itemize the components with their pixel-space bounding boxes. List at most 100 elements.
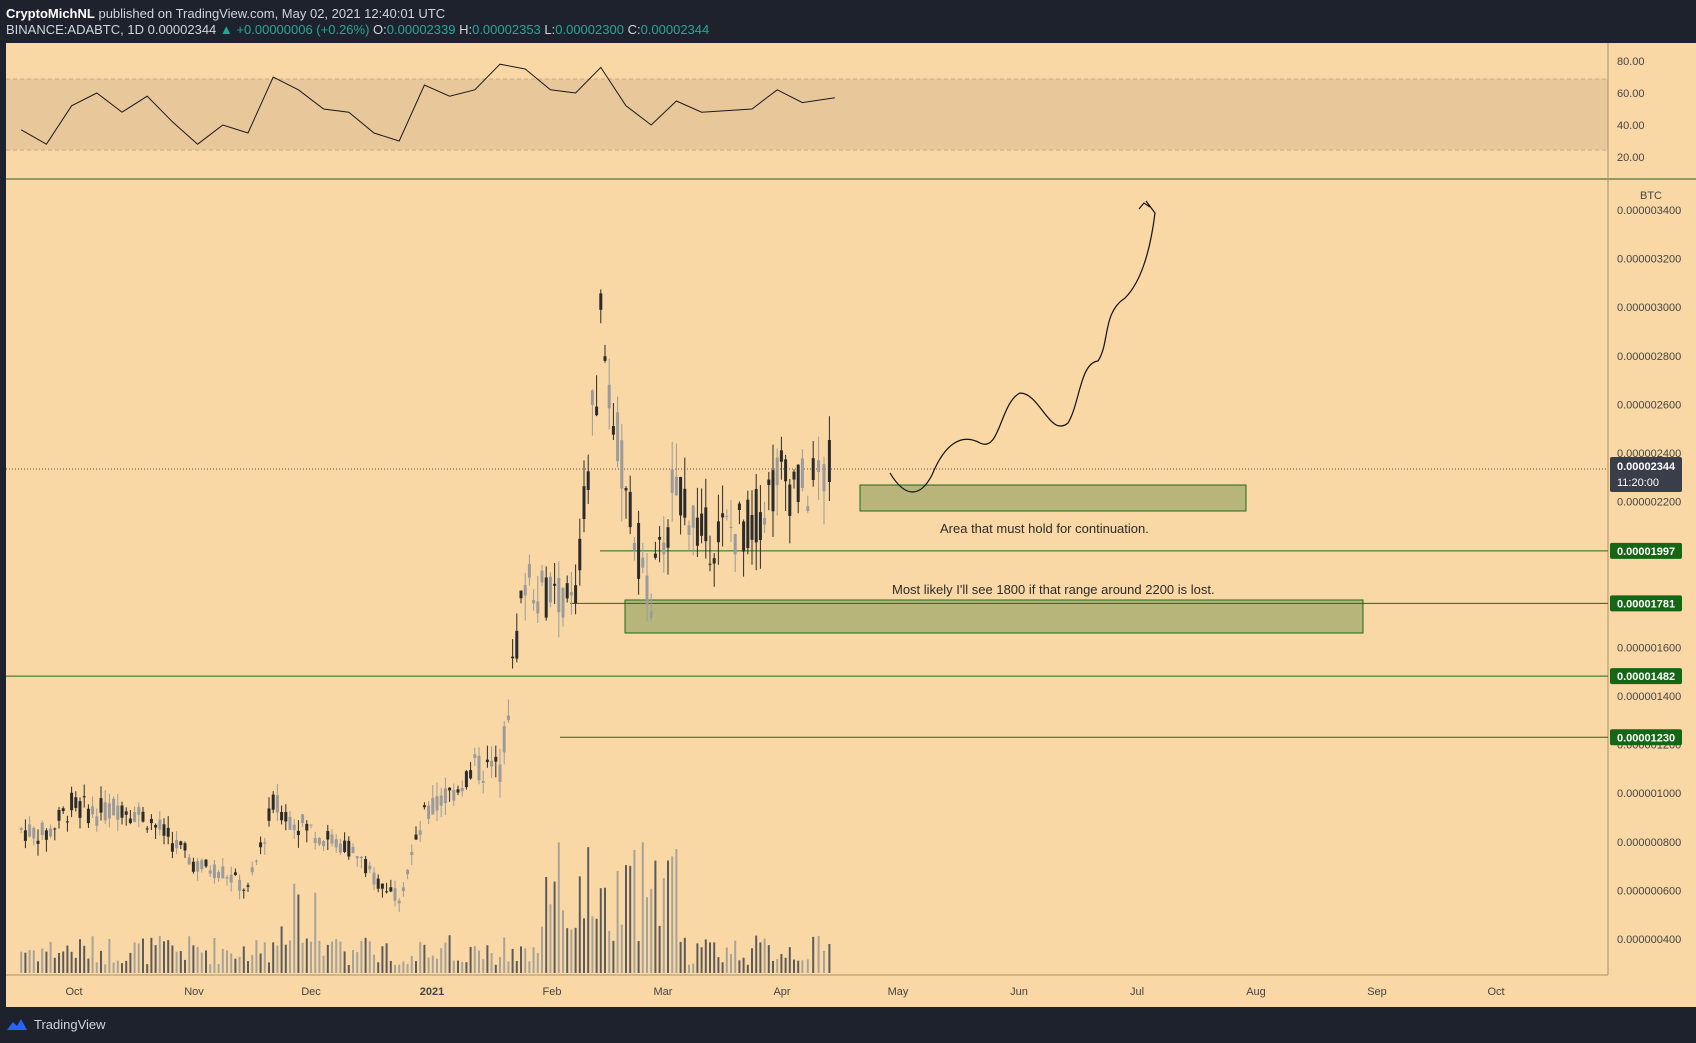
candle-body (343, 840, 347, 852)
horizontal-levels (6, 550, 1608, 738)
candle-body (91, 806, 95, 815)
candle-body (259, 842, 263, 848)
time-tick-label: Oct (65, 986, 82, 998)
volume-bar (797, 960, 800, 973)
symbol-label[interactable]: BINANCE:ADABTC, 1D (6, 22, 144, 37)
candle-body (758, 512, 762, 541)
candle-body (822, 464, 826, 492)
volume-bar (482, 959, 485, 973)
support-zone-2200[interactable] (859, 484, 1247, 512)
candle-body (649, 611, 653, 618)
volume-bar (339, 941, 342, 973)
candle-body (380, 883, 384, 889)
volume-bar (163, 941, 165, 973)
candle-body (616, 412, 620, 462)
volume-bar (817, 935, 820, 973)
candle-body (124, 811, 128, 815)
volume-bar (574, 927, 577, 973)
candle-body (721, 513, 725, 518)
change-value: +0.00000006 (+0.26%) (236, 22, 370, 37)
candle-body (422, 805, 426, 808)
volume-bar (100, 950, 102, 973)
projection-path[interactable] (889, 200, 1156, 493)
volume-bar (259, 953, 262, 973)
volume-bar (541, 926, 543, 973)
tradingview-logo-icon[interactable] (6, 1017, 28, 1031)
candle-body (418, 830, 422, 835)
brand-name[interactable]: TradingView (34, 1017, 106, 1032)
volume-bar (772, 960, 774, 973)
candle-body (645, 575, 649, 605)
candle-body (191, 861, 195, 872)
rsi-tick-label: 40.00 (1617, 120, 1645, 132)
candle-body (792, 471, 796, 480)
rsi-tick-label: 80.00 (1617, 56, 1645, 68)
price-tick-label: 0.000001600 (1617, 642, 1681, 654)
volume-bar (793, 959, 795, 973)
candle-body (271, 794, 275, 810)
candle-body (229, 875, 233, 883)
volume-bars (20, 842, 831, 973)
chart-canvas[interactable]: 80.00 60.00 40.00 20.00 Area that must hold… (0, 43, 1696, 1007)
volume-bar (641, 842, 644, 973)
level-tag-label: 0.00001997 (1617, 546, 1675, 558)
candle-body (683, 488, 687, 518)
support-zone-1800[interactable] (624, 599, 1364, 634)
candle-body (187, 857, 191, 865)
candle-body (490, 760, 494, 767)
volume-bar (806, 959, 809, 973)
volume-bar (314, 892, 317, 973)
time-tick-label: Mar (654, 986, 673, 998)
candle-body (317, 838, 321, 845)
volume-bar (28, 950, 31, 973)
volume-bar (154, 945, 157, 973)
volume-bar (667, 860, 669, 973)
volume-bar (469, 946, 472, 973)
time-axis[interactable]: Oct Nov Dec 2021 Feb Mar Apr May Jun Jul Aug Sep Oct (65, 986, 1504, 998)
volume-bar (347, 964, 350, 973)
volume-bar (423, 944, 426, 973)
candle-body (385, 891, 389, 893)
volume-bar (217, 964, 220, 973)
volume-bar (184, 959, 186, 973)
published-text: published on TradingView.com, May 02, 20… (98, 6, 446, 21)
candle-body (36, 840, 40, 844)
volume-bar (524, 948, 527, 973)
candle-body (334, 839, 338, 848)
volume-bar (675, 849, 678, 973)
volume-bar (465, 962, 468, 973)
volume-bar (331, 941, 333, 973)
volume-bar (767, 945, 770, 973)
candle-body (200, 860, 204, 870)
candle-body (796, 464, 800, 502)
candle-body (502, 726, 506, 753)
volume-bar (696, 943, 699, 973)
candle-body (506, 715, 510, 721)
volume-bar (95, 962, 98, 973)
volume-bar (402, 961, 405, 973)
volume-bar (440, 948, 443, 973)
volume-bar (494, 964, 497, 973)
price-tick-label: 0.000003400 (1617, 205, 1681, 217)
candle-body (674, 476, 678, 496)
volume-bar (70, 951, 73, 973)
candle-body (78, 801, 82, 818)
volume-bar (272, 942, 275, 973)
volume-bar (356, 952, 359, 973)
volume-bar (436, 958, 438, 973)
price-axis[interactable]: 0.000003400 0.000003200 0.000003000 0.00000… (1617, 205, 1681, 946)
volume-bar (79, 939, 81, 973)
candle-body (263, 842, 267, 844)
candle-body (666, 527, 670, 548)
candle-body (817, 460, 821, 473)
candle-body (372, 872, 376, 885)
volume-bar (389, 960, 392, 973)
time-tick-label: 2021 (420, 986, 444, 998)
candle-body (204, 859, 208, 867)
volume-bar (486, 945, 489, 973)
author-name[interactable]: CryptoMichNL (6, 6, 95, 21)
candle-body (338, 843, 342, 853)
volume-bar (746, 964, 749, 973)
candle-body (23, 830, 27, 841)
time-tick-label: Jun (1010, 986, 1028, 998)
